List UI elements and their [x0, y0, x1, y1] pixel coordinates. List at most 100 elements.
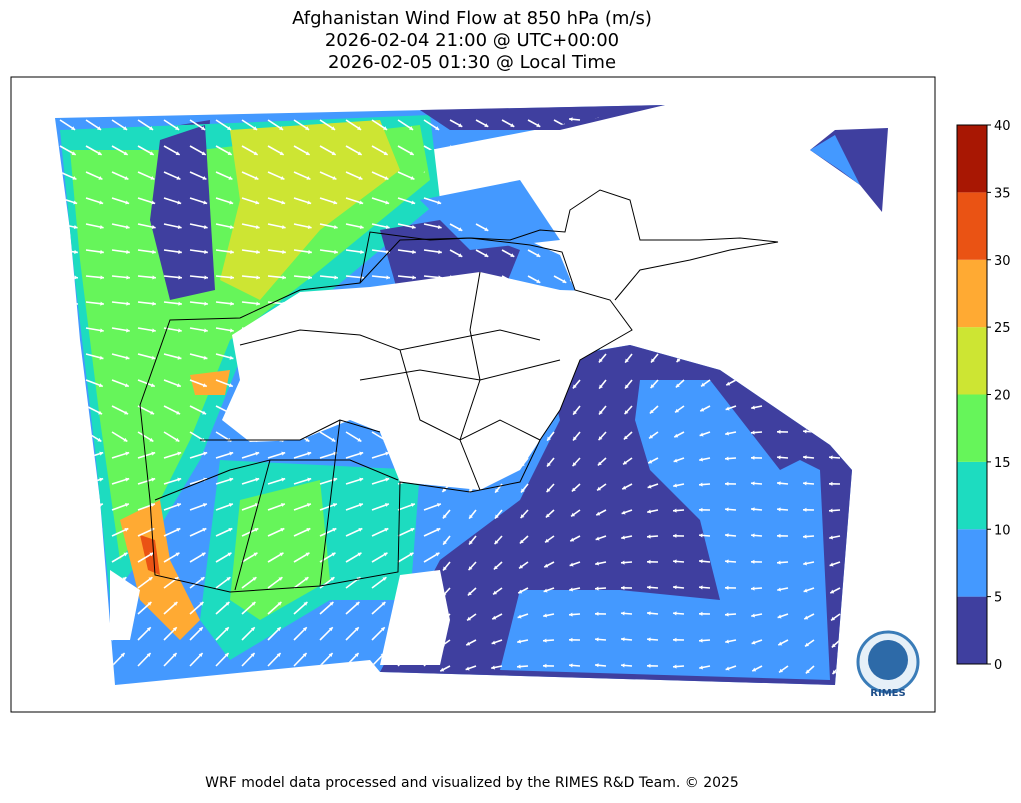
wind-arrow [781, 172, 788, 180]
wind-arrow-head [805, 279, 809, 283]
wind-arrow-head [72, 411, 76, 415]
colorbar-segment [957, 125, 987, 192]
wind-arrow-head [675, 200, 679, 204]
colorbar-tick-label: 25 [994, 321, 1011, 336]
wind-arrow-head [807, 177, 811, 181]
wind-arrow [554, 146, 566, 153]
wind-arrow-head [647, 118, 651, 122]
wind-arrow [60, 328, 78, 331]
wind-arrow-head [596, 251, 600, 255]
wind-arrow [728, 198, 736, 206]
wind-arrow [829, 328, 840, 330]
wind-arrow-head [829, 327, 833, 331]
colorbar-segment [957, 462, 987, 529]
wind-arrow-head [753, 331, 757, 335]
wind-arrow [476, 146, 488, 153]
wind-arrow [595, 172, 606, 173]
colorbar-tick-label: 20 [994, 389, 1011, 404]
wind-arrow [807, 224, 814, 232]
wind-arrow [703, 250, 710, 258]
wind-arrow-head [677, 307, 681, 311]
wind-arrow-head [98, 528, 102, 532]
wind-arrow-head [728, 202, 732, 206]
colorbar-tick-label: 15 [994, 456, 1011, 471]
wind-arrow [777, 380, 788, 382]
wind-arrow [807, 172, 814, 181]
wind-arrow-head [830, 278, 834, 282]
wind-arrow [703, 276, 710, 285]
wind-arrow-head [677, 280, 681, 284]
wind-arrow-head [484, 149, 488, 153]
wind-arrow-head [73, 452, 77, 456]
wind-arrow-head [780, 123, 784, 127]
wind-arrow-head [753, 122, 757, 126]
wind-arrow-head [458, 175, 462, 179]
wind-arrow [755, 198, 762, 206]
wind-arrow [806, 120, 814, 128]
wind-arrow [675, 198, 684, 204]
wind-arrow-head [755, 229, 759, 233]
wind-arrow-head [595, 170, 599, 174]
wind-arrow [803, 380, 814, 381]
wind-arrow [60, 627, 73, 640]
wind-arrow [701, 172, 710, 178]
wind-arrow-head [69, 653, 73, 657]
wind-arrow [753, 328, 762, 334]
wind-arrow-head [703, 281, 707, 285]
wind-arrow-head [71, 438, 75, 442]
colorbar-segment [957, 192, 987, 259]
wind-arrow [60, 479, 77, 484]
wind-arrow [780, 146, 788, 154]
wind-arrow [60, 553, 75, 562]
wind-arrow [569, 250, 580, 253]
wind-arrow-head [778, 330, 782, 334]
map [55, 105, 888, 685]
wind-arrow [624, 276, 632, 283]
wind-arrow [623, 250, 632, 256]
wind-arrow-head [702, 228, 706, 232]
wind-arrow-head [701, 174, 705, 178]
wind-arrow [830, 302, 840, 306]
wind-arrow [528, 146, 540, 153]
wind-arrow [780, 276, 788, 283]
wind-arrow [502, 172, 514, 179]
wind-arrow-head [754, 306, 758, 310]
wind-arrow [676, 224, 684, 231]
wind-arrow [830, 276, 840, 281]
wind-arrow [60, 602, 73, 614]
wind-arrow-head [829, 353, 833, 357]
wind-arrow [476, 172, 488, 179]
wind-arrow-head [729, 255, 733, 259]
wind-arrow-head [95, 627, 99, 631]
wind-arrow-head [74, 356, 78, 360]
wind-arrow-head [781, 229, 785, 233]
wind-arrow-head [536, 175, 540, 179]
wind-arrow [60, 406, 76, 414]
wind-arrow [673, 146, 684, 149]
wind-arrow-head [803, 379, 807, 383]
wind-arrow [752, 380, 762, 384]
wind-arrow-head [803, 353, 807, 357]
wind-arrow-head [832, 228, 836, 232]
wind-arrow-head [621, 118, 625, 122]
wind-arrow [729, 224, 736, 232]
logo-globe [868, 640, 908, 680]
colorbar-tick-label: 30 [994, 254, 1011, 269]
wind-arrow [60, 432, 75, 441]
wind-arrow [650, 250, 658, 257]
title-line: Afghanistan Wind Flow at 850 hPa (m/s) [292, 8, 652, 29]
wind-arrow [831, 250, 840, 256]
wind-arrow [755, 224, 762, 233]
wind-arrow [60, 302, 78, 304]
logo: RIMES [858, 632, 918, 699]
wind-arrow [86, 653, 99, 666]
wind-arrow [806, 250, 814, 257]
wind-arrow-head [780, 150, 784, 154]
wind-arrow-head [830, 303, 834, 307]
wind-arrow [60, 504, 77, 510]
wind-arrow-head [569, 143, 573, 147]
wind-arrow [450, 172, 462, 179]
wind-arrow-head [621, 198, 625, 202]
wind-arrow [781, 198, 788, 207]
wind-arrow-head [647, 172, 651, 176]
